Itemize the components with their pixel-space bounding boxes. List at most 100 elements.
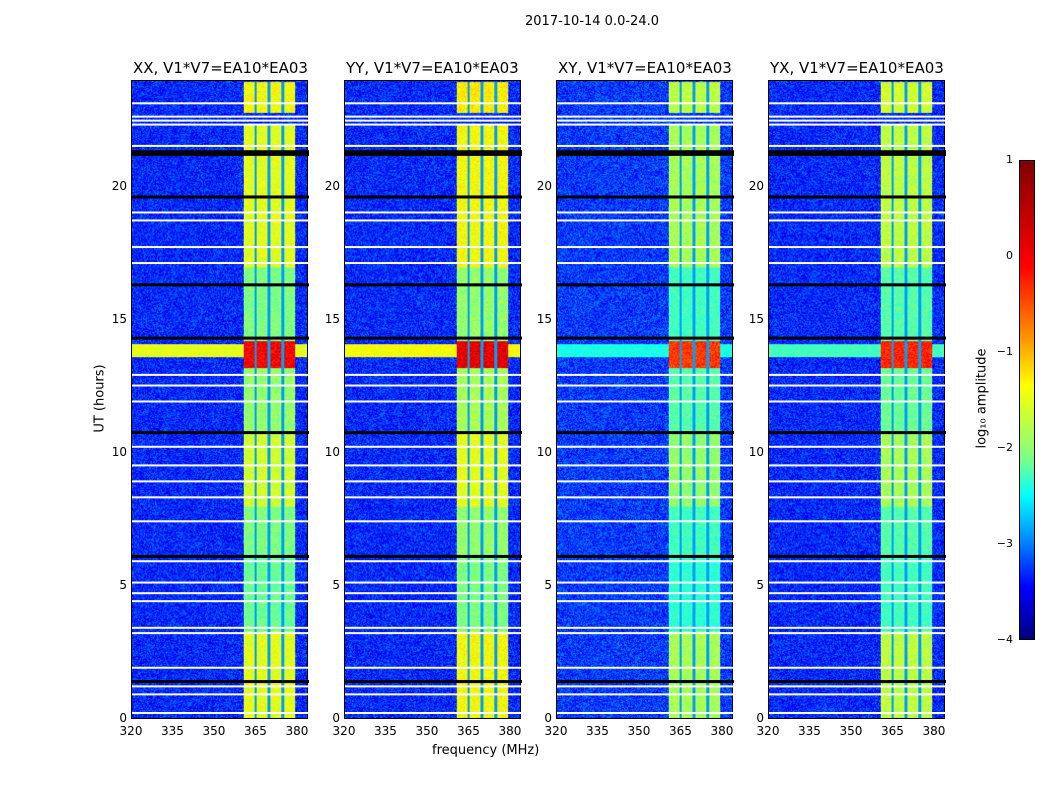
flagged-row: [345, 685, 522, 688]
flagged-row: [345, 632, 522, 635]
panel-title: XY, V1*V7=EA10*EA03: [558, 59, 732, 77]
flagged-row: [345, 626, 522, 629]
y-tick-label: 20: [536, 178, 552, 193]
flagged-row: [345, 144, 522, 147]
flagged-row: [345, 693, 522, 696]
flagged-row: [132, 119, 309, 122]
flagged-row: [132, 480, 309, 483]
y-tick-label: 10: [748, 444, 764, 459]
blank-row: [769, 195, 946, 199]
flagged-row: [557, 581, 734, 584]
colorbar: [1019, 160, 1035, 640]
flagged-row: [769, 119, 946, 122]
blank-row: [132, 554, 309, 558]
flagged-row: [769, 246, 946, 249]
y-tick-label: 5: [756, 577, 764, 592]
x-tick-label: 335: [161, 724, 184, 738]
flagged-row: [769, 666, 946, 669]
x-tick-label: 380: [710, 724, 734, 738]
y-tick-label: 5: [119, 577, 127, 592]
flagged-row: [769, 480, 946, 483]
flagged-row: [345, 592, 522, 595]
x-tick-label: 320: [332, 724, 356, 738]
flagged-row: [345, 246, 522, 249]
y-tick-label: 20: [748, 178, 764, 193]
flagged-row: [557, 211, 734, 214]
heatmap-panel: [556, 80, 734, 719]
y-tick-label: 20: [324, 178, 340, 193]
flagged-row: [557, 373, 734, 376]
flagged-row: [557, 123, 734, 126]
x-tick-label: 365: [669, 724, 692, 738]
heatmap-image: [557, 81, 732, 718]
flagged-row: [132, 246, 309, 249]
flagged-row: [132, 685, 309, 688]
flagged-row: [557, 560, 734, 563]
flagged-row: [345, 219, 522, 222]
flagged-row: [769, 144, 946, 147]
flagged-row: [132, 600, 309, 603]
blank-row: [769, 554, 946, 558]
x-tick-label: 365: [244, 724, 267, 738]
x-tick-label: 320: [544, 724, 568, 738]
flagged-row: [557, 115, 734, 118]
blank-row: [557, 680, 734, 684]
y-tick-label: 5: [332, 577, 340, 592]
flagged-row: [557, 384, 734, 387]
blank-row: [769, 152, 946, 156]
x-tick-label: 380: [285, 724, 309, 738]
flagged-row: [769, 464, 946, 467]
flagged-row: [769, 592, 946, 595]
flagged-row: [557, 219, 734, 222]
x-tick-label: 380: [498, 724, 522, 738]
x-tick-label: 350: [839, 724, 863, 738]
x-tick-label: 365: [457, 724, 480, 738]
y-tick-label: 0: [756, 711, 764, 725]
heatmap-panel: [768, 80, 946, 719]
flagged-row: [345, 211, 522, 214]
y-tick-label: 20: [111, 178, 127, 193]
flagged-row: [557, 712, 734, 715]
blank-row: [132, 336, 309, 340]
heatmap-panel: [131, 80, 309, 719]
row-overlay: [557, 102, 734, 715]
blank-row: [557, 283, 734, 287]
flagged-row: [132, 262, 309, 265]
blank-row: [345, 152, 522, 156]
flagged-row: [769, 219, 946, 222]
flagged-row: [132, 373, 309, 376]
flagged-row: [557, 144, 734, 147]
y-tick-label: 0: [332, 711, 340, 725]
flagged-row: [132, 102, 309, 105]
x-tick-label: 365: [881, 724, 904, 738]
blank-row: [132, 150, 309, 154]
flagged-row: [132, 592, 309, 595]
blank-row: [132, 283, 309, 287]
panel-title: XX, V1*V7=EA10*EA03: [133, 59, 308, 77]
flagged-row: [132, 123, 309, 126]
flagged-row: [132, 581, 309, 584]
flagged-row: [557, 262, 734, 265]
panel-title: YY, V1*V7=EA10*EA03: [346, 59, 519, 77]
flagged-row: [132, 445, 309, 448]
panel-title: YX, V1*V7=EA10*EA03: [770, 59, 944, 77]
flagged-row: [132, 400, 309, 403]
flagged-row: [557, 693, 734, 696]
blank-row: [557, 336, 734, 340]
flagged-row: [345, 520, 522, 523]
flagged-row: [557, 119, 734, 122]
flagged-row: [769, 685, 946, 688]
flagged-row: [132, 520, 309, 523]
flagged-row: [557, 666, 734, 669]
flagged-row: [557, 464, 734, 467]
y-tick-label: 10: [111, 444, 127, 459]
flagged-row: [557, 632, 734, 635]
flagged-row: [345, 115, 522, 118]
flagged-row: [557, 445, 734, 448]
flagged-row: [769, 445, 946, 448]
heatmap-image: [345, 81, 520, 718]
colorbar-tick-label: −1: [996, 345, 1013, 358]
flagged-row: [557, 400, 734, 403]
flagged-row: [557, 480, 734, 483]
flagged-row: [769, 496, 946, 499]
